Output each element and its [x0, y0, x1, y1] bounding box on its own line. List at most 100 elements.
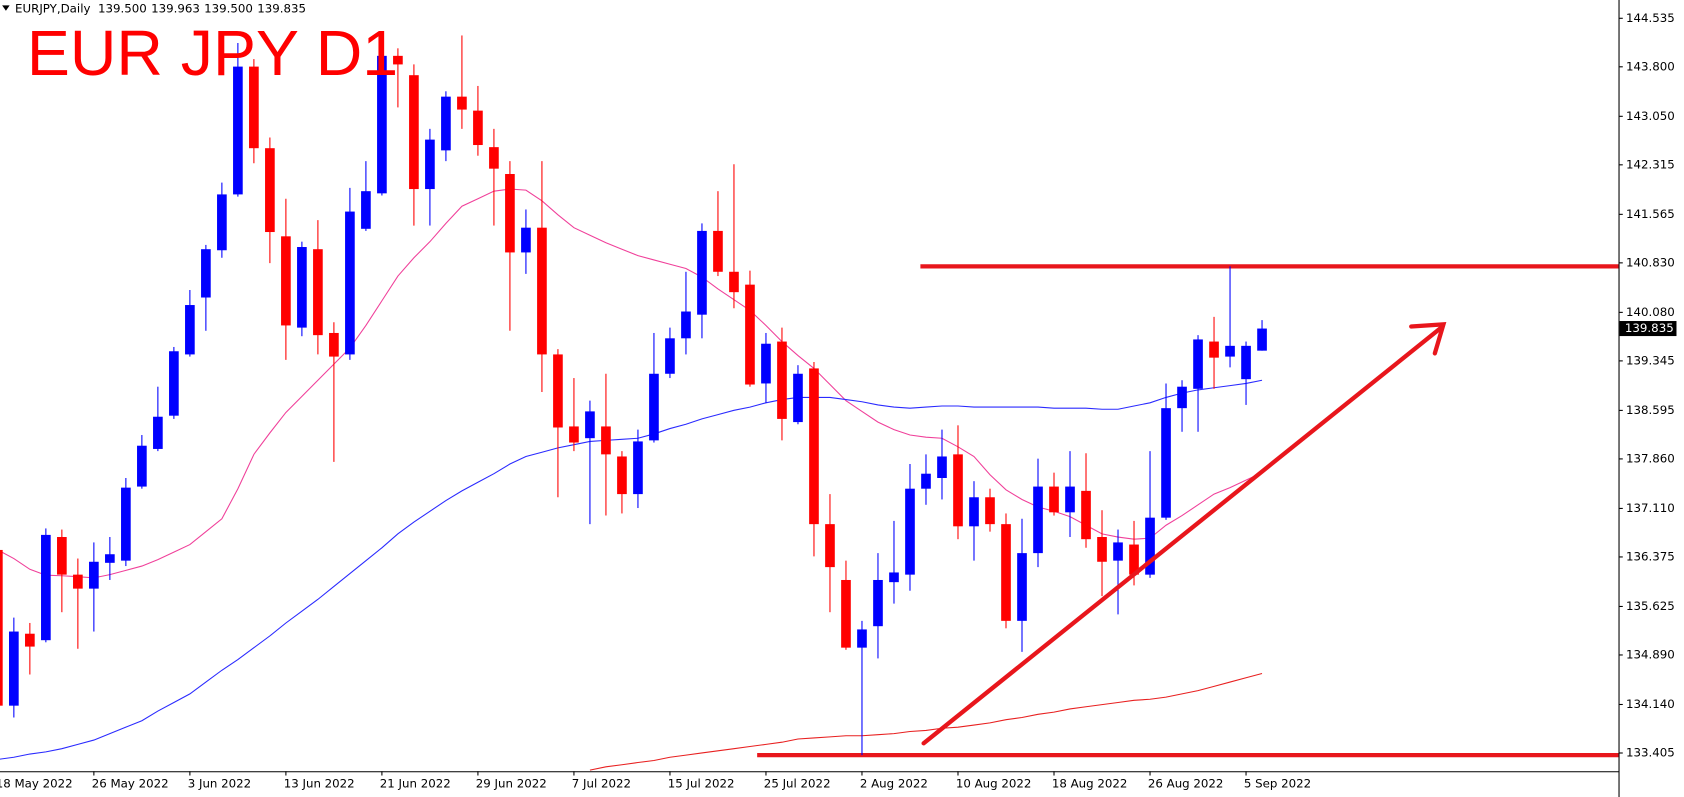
candle-body — [713, 230, 723, 272]
candle-body — [745, 284, 755, 385]
candle-body — [1001, 524, 1011, 621]
symbol: EURJPY,Daily — [15, 1, 90, 15]
candle-body — [0, 549, 3, 706]
candle-body — [73, 574, 83, 589]
header-close: 139.835 — [257, 1, 306, 15]
chart-title: EUR JPY D1 — [27, 17, 398, 89]
x-tick-label: 26 Aug 2022 — [1148, 777, 1224, 791]
y-tick-label: 139.345 — [1626, 353, 1675, 367]
trend-arrow — [921, 322, 1447, 746]
candle-body — [521, 227, 531, 253]
candle-body — [1241, 345, 1251, 380]
indicator-line — [589, 672, 1263, 771]
y-tick-label: 136.375 — [1626, 549, 1675, 563]
candle-body — [1161, 408, 1171, 518]
header: EURJPY,Daily 139.500 139.963 139.500 139.835 — [15, 1, 306, 15]
candle-body — [825, 524, 835, 568]
candle-body — [345, 211, 355, 355]
candle-body — [1177, 386, 1187, 409]
candle-body — [1097, 537, 1107, 562]
candle-body — [569, 426, 579, 443]
candle-body — [649, 373, 659, 441]
candle-body — [361, 191, 371, 229]
candle-body — [137, 445, 147, 487]
candle-body — [281, 236, 291, 326]
candle-body — [41, 534, 51, 641]
header-high: 139.963 — [151, 1, 200, 15]
x-tick-label: 29 Jun 2022 — [476, 777, 547, 791]
candle-body — [809, 368, 819, 525]
candle-body — [377, 55, 387, 194]
y-tick-label: 143.050 — [1626, 109, 1675, 123]
candle-body — [761, 343, 771, 384]
y-tick-label: 140.080 — [1626, 305, 1675, 319]
candle-body — [617, 456, 627, 495]
candle-body — [1065, 486, 1075, 513]
y-tick-label: 137.110 — [1626, 501, 1675, 515]
x-tick-label: 15 Jul 2022 — [668, 777, 735, 791]
candle-body — [249, 66, 259, 149]
candle-body — [537, 227, 547, 355]
candle-body — [889, 572, 899, 583]
candle-body — [441, 96, 451, 151]
candle-body — [729, 271, 739, 293]
x-tick-label: 7 Jul 2022 — [572, 777, 631, 791]
candle-body — [393, 55, 403, 65]
candle-body — [89, 561, 99, 589]
candle-body — [1225, 345, 1235, 357]
y-tick-label: 134.140 — [1626, 697, 1675, 711]
candle-body — [633, 441, 643, 495]
candle-body — [1081, 490, 1091, 540]
candle-body — [473, 110, 483, 146]
candle-body — [169, 351, 179, 416]
y-tick-label: 138.595 — [1626, 403, 1675, 417]
candle-body — [57, 537, 67, 575]
header-low: 139.500 — [204, 1, 253, 15]
candle-body — [857, 629, 867, 648]
x-tick-label: 3 Jun 2022 — [188, 777, 251, 791]
plot-area — [0, 35, 1619, 771]
candle-body — [553, 354, 563, 428]
candle-body — [185, 305, 195, 355]
y-tick-label: 140.830 — [1626, 255, 1675, 269]
candle-body — [217, 194, 227, 251]
candle-body — [1257, 328, 1267, 351]
candle-body — [793, 373, 803, 423]
candle-body — [953, 454, 963, 527]
candle-body — [489, 147, 499, 169]
candle-body — [457, 96, 467, 110]
candle-body — [681, 311, 691, 339]
x-tick-label: 10 Aug 2022 — [956, 777, 1032, 791]
x-tick-label: 2 Aug 2022 — [860, 777, 928, 791]
candle-body — [409, 75, 419, 190]
candle-body — [105, 554, 115, 563]
candle-body — [1209, 341, 1219, 358]
candle-body — [1033, 486, 1043, 554]
candle-body — [425, 139, 435, 190]
candle-body — [297, 247, 307, 328]
x-tick-label: 25 Jul 2022 — [764, 777, 831, 791]
y-tick-label: 142.315 — [1626, 157, 1675, 171]
candle-body — [777, 341, 787, 419]
candle-body — [233, 66, 243, 195]
candle-body — [1193, 339, 1203, 389]
candle-body — [201, 249, 211, 298]
header-open: 139.500 — [98, 1, 147, 15]
header-triangle — [2, 5, 10, 11]
x-tick-label: 26 May 2022 — [92, 777, 169, 791]
candle-body — [121, 487, 131, 561]
candle-body — [697, 230, 707, 315]
y-tick-label: 133.405 — [1626, 746, 1675, 760]
candle-body — [985, 497, 995, 525]
y-tick-label: 144.535 — [1626, 11, 1675, 25]
candle-body — [921, 473, 931, 489]
candle-body — [25, 633, 35, 647]
y-tick-label: 143.800 — [1626, 59, 1675, 73]
candle-body — [265, 148, 275, 233]
last-price-label: 139.835 — [1625, 321, 1674, 335]
candle-body — [505, 174, 515, 253]
candle-body — [665, 338, 675, 374]
y-tick-label: 135.625 — [1626, 599, 1675, 613]
